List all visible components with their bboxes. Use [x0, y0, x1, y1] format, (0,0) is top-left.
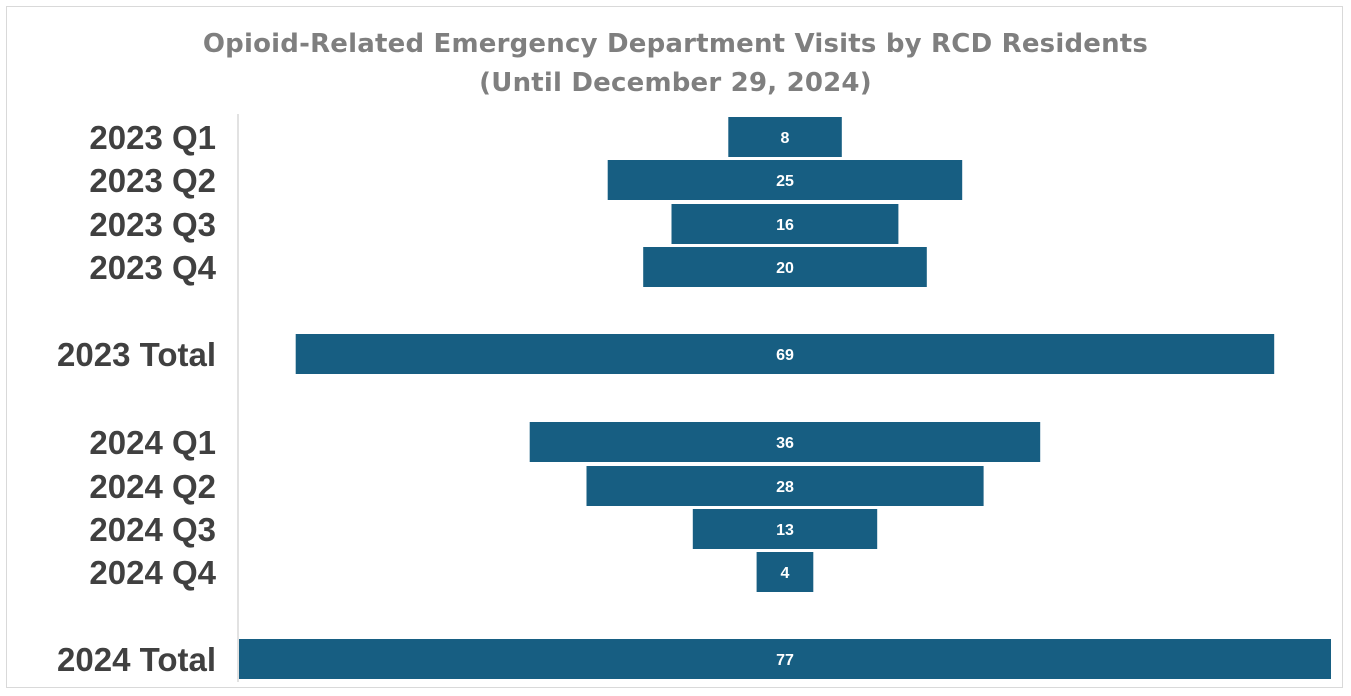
data-label-2024-q3: 13	[776, 522, 794, 539]
bar-2023-q2	[607, 160, 963, 200]
category-label-2023-total: 2023 Total	[57, 336, 216, 373]
bar-2023-q1	[728, 117, 842, 157]
data-label-2023-q2: 25	[776, 173, 794, 190]
bar-2024-q1	[529, 422, 1041, 462]
bar-2024-q4	[756, 552, 814, 592]
data-label-2024-total: 77	[776, 652, 794, 669]
bar-2023-q3	[671, 204, 899, 244]
bar-2024-total	[239, 639, 1331, 679]
category-label-2024-q4: 2024 Q4	[89, 554, 216, 591]
category-label-2024-total: 2024 Total	[57, 641, 216, 678]
category-label-2024-q1: 2024 Q1	[89, 424, 216, 461]
data-label-2024-q1: 36	[776, 435, 794, 452]
data-label-2023-q1: 8	[781, 130, 790, 147]
category-label-2023-q3: 2023 Q3	[89, 206, 216, 243]
category-label-2024-q2: 2024 Q2	[89, 468, 216, 505]
category-label-2024-q3: 2024 Q3	[89, 511, 216, 548]
chart-title: Opioid-Related Emergency Department Visi…	[202, 29, 1149, 59]
data-label-2024-q4: 4	[781, 565, 790, 582]
data-label-2023-q4: 20	[776, 260, 794, 277]
chart-subtitle: (Until December 29, 2024)	[479, 68, 872, 98]
data-label-2023-total: 69	[776, 347, 794, 364]
category-label-2023-q2: 2023 Q2	[89, 162, 216, 199]
bar-2024-q2	[586, 466, 984, 506]
category-label-2023-q1: 2023 Q1	[89, 119, 216, 156]
bar-2023-q4	[643, 247, 927, 287]
bar-2023-total	[295, 334, 1275, 374]
data-label-2024-q2: 28	[776, 479, 794, 496]
data-label-2023-q3: 16	[776, 217, 794, 234]
bar-2024-q3	[692, 509, 878, 549]
category-label-2023-q4: 2023 Q4	[89, 249, 216, 286]
